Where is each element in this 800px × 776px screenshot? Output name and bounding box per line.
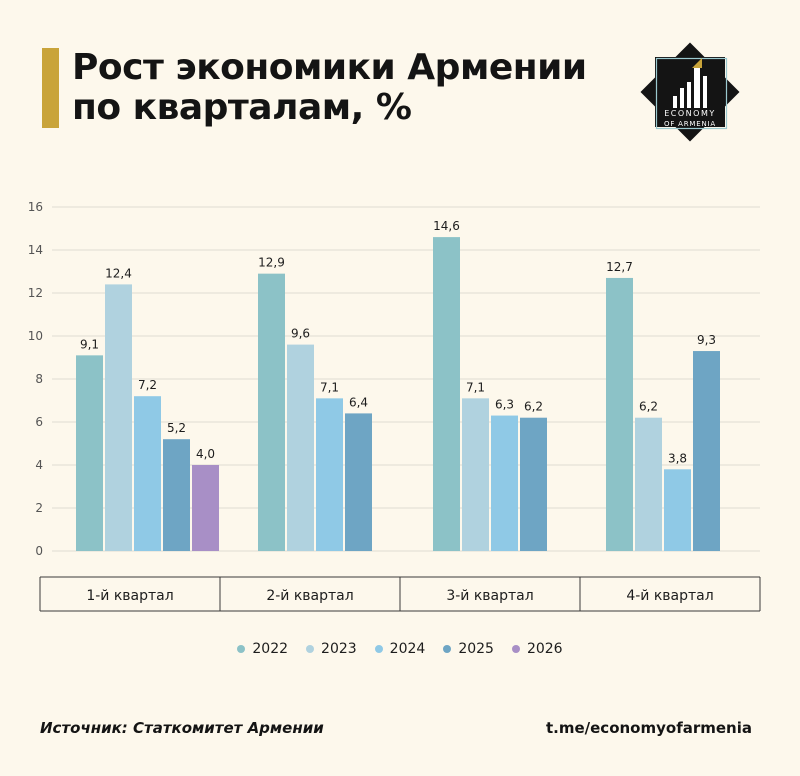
legend-label: 2024 <box>389 641 426 657</box>
bar <box>258 273 285 551</box>
logo-line-1: ECONOMY <box>664 109 716 118</box>
bar-value-label: 3,8 <box>668 451 687 465</box>
bar <box>664 469 691 551</box>
footer-source: Источник: Статкомитет Армении <box>40 719 324 737</box>
legend-swatch <box>237 645 246 653</box>
bar <box>491 415 518 551</box>
bar <box>134 396 161 551</box>
y-tick-label: 0 <box>35 544 43 558</box>
bar-value-label: 7,1 <box>466 380 485 394</box>
legend-swatch <box>511 645 520 653</box>
legend-label: 2023 <box>321 641 357 657</box>
bar-value-label: 9,1 <box>80 337 99 351</box>
logo-arrow-icon <box>692 58 702 68</box>
legend-label: 2025 <box>458 641 494 657</box>
x-category-label: 3-й квартал <box>446 588 533 604</box>
bar <box>105 284 132 551</box>
bar <box>462 398 489 551</box>
y-tick-label: 12 <box>28 286 43 300</box>
y-tick-label: 14 <box>28 243 43 257</box>
bar <box>635 417 662 551</box>
bar-value-label: 14,6 <box>433 219 460 233</box>
bar <box>606 277 633 551</box>
legend-label: 2022 <box>252 641 289 657</box>
legend-label: 2026 <box>526 641 563 657</box>
y-tick-label: 8 <box>35 372 43 386</box>
y-tick-label: 4 <box>35 458 43 472</box>
chart-legend: 2022 2023 2024 2025 2026 <box>0 641 800 657</box>
bar-value-label: 12,4 <box>105 266 132 280</box>
page-title: Рост экономики Армении по кварталам, % <box>72 48 587 128</box>
bar-value-label: 7,1 <box>320 380 339 394</box>
y-tick-label: 16 <box>28 200 43 214</box>
legend-item: 2026 <box>511 641 563 657</box>
bar <box>163 439 190 551</box>
x-category-label: 4-й квартал <box>626 588 713 604</box>
y-tick-label: 6 <box>35 415 43 429</box>
economy-of-armenia-logo: ECONOMY OF ARMENIA <box>640 42 740 142</box>
bar <box>287 344 314 551</box>
bar-value-label: 12,7 <box>606 260 633 274</box>
x-category-label: 2-й квартал <box>266 588 353 604</box>
bar <box>520 417 547 551</box>
bar-value-label: 6,3 <box>495 398 514 412</box>
legend-item: 2022 <box>237 641 288 657</box>
y-tick-label: 10 <box>28 329 43 343</box>
legend-swatch <box>306 645 315 653</box>
title-line-2: по кварталам, % <box>72 87 412 128</box>
bar-value-label: 6,2 <box>524 400 543 414</box>
footer-telegram-link[interactable]: t.me/economyofarmenia <box>545 719 752 737</box>
bar <box>316 398 343 551</box>
x-category-label: 1-й квартал <box>86 588 173 604</box>
bar <box>693 351 720 551</box>
bar <box>345 413 372 551</box>
legend-item: 2025 <box>443 641 494 657</box>
bar <box>433 237 460 551</box>
bar-value-label: 7,2 <box>138 378 157 392</box>
bar-value-label: 9,3 <box>697 333 716 347</box>
bar-value-label: 9,6 <box>291 327 310 341</box>
bar-value-label: 6,2 <box>639 400 658 414</box>
legend-swatch <box>443 645 452 653</box>
title-line-1: Рост экономики Армении <box>72 47 587 88</box>
bar <box>76 355 103 551</box>
bar-value-label: 12,9 <box>258 256 285 270</box>
logo-bars-icon <box>673 68 707 108</box>
y-tick-label: 2 <box>35 501 43 515</box>
legend-swatch <box>374 645 383 653</box>
bar-value-label: 5,2 <box>167 421 186 435</box>
bar-chart: 0 2 4 6 8 10 12 14 16 1-й квартал 2-й квартал 3-й к… <box>28 200 761 612</box>
legend-item: 2023 <box>306 641 357 657</box>
logo-line-2: OF ARMENIA <box>664 120 716 128</box>
bar-value-label: 6,4 <box>349 395 368 409</box>
bar-value-label: 4,0 <box>196 447 215 461</box>
bar <box>192 465 219 551</box>
title-accent-bar <box>42 48 59 128</box>
legend-item: 2024 <box>374 641 426 657</box>
